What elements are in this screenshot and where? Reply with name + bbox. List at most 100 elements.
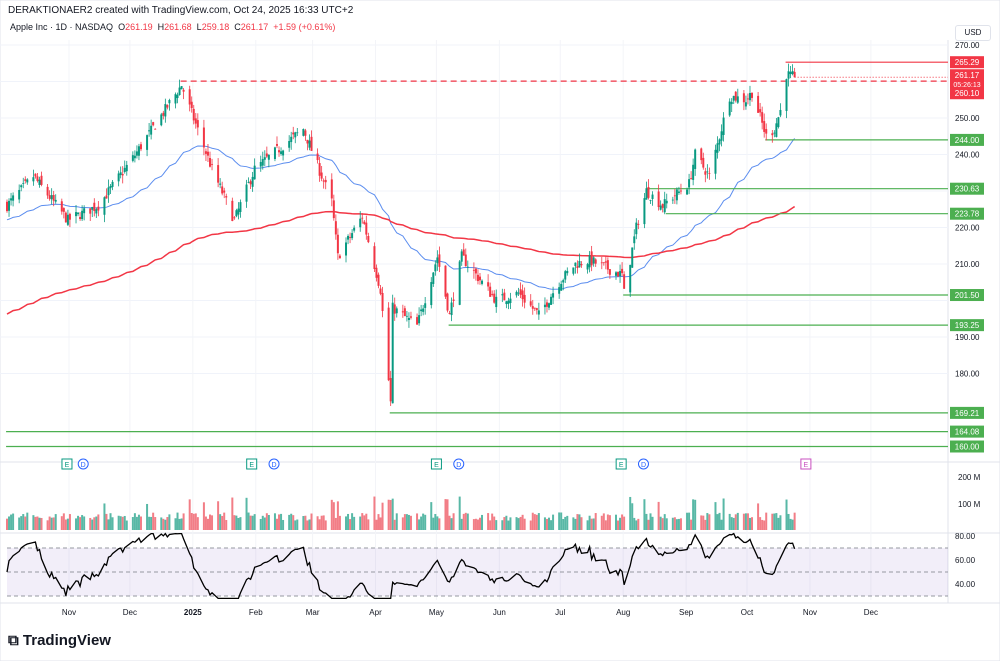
volume-bar [139, 516, 142, 530]
volume-bar [103, 503, 106, 530]
candle-body [48, 195, 51, 199]
candle-body [452, 299, 455, 301]
candle-body [629, 264, 632, 293]
close-value: 261.17 [240, 22, 269, 32]
volume-bar [20, 516, 23, 530]
volume-bar [566, 515, 569, 530]
volume-bar [235, 515, 238, 530]
candle-body [728, 101, 731, 116]
volume-bar [558, 512, 561, 530]
volume-bar [273, 513, 276, 530]
candle-body [493, 293, 496, 303]
candle-body [651, 194, 654, 199]
logo-text: TradingView [22, 632, 111, 649]
dividend-icon [77, 458, 89, 470]
volume-bar [779, 515, 782, 530]
volume-bar [531, 512, 534, 530]
candle-body [219, 183, 222, 185]
volume-bar [26, 512, 29, 530]
volume-bar [345, 516, 348, 530]
level-label: 193.25 [955, 321, 980, 330]
volume-bar [438, 518, 441, 530]
candle-body [438, 254, 441, 267]
volume-bar [775, 513, 778, 530]
candle-body [679, 190, 682, 192]
volume-bar [594, 513, 597, 530]
volume-bar [50, 517, 53, 530]
symbol-name[interactable]: Apple Inc · 1D · NASDAQ [10, 22, 114, 32]
candle-body [403, 308, 406, 317]
candle-body [233, 217, 236, 219]
dividend-icon [268, 458, 280, 470]
earnings-label: E [249, 462, 254, 469]
currency-button[interactable]: USD [955, 25, 991, 41]
candle-body [420, 309, 423, 312]
candle-body [263, 157, 266, 160]
candle-body [351, 233, 354, 239]
candle-body [464, 254, 467, 267]
candle-body [50, 195, 53, 200]
last-price-badge [950, 69, 984, 100]
candle-body [407, 317, 410, 321]
volume-bar [131, 517, 134, 530]
high-value: 261.68 [164, 22, 192, 32]
candle-body [409, 316, 412, 318]
volume-bar [761, 519, 764, 530]
earnings-icon [246, 458, 258, 470]
candle-body [137, 146, 140, 156]
candle-body [748, 92, 751, 101]
volume-bar [245, 497, 248, 530]
candle-body [235, 210, 238, 217]
volume-bar [791, 519, 794, 530]
volume-bar [700, 515, 703, 530]
candle-body [365, 222, 368, 235]
candle-body [292, 132, 295, 135]
volume-bar [304, 515, 307, 530]
candle-body [446, 293, 449, 311]
volume-bar [702, 515, 705, 530]
volume-bar [637, 518, 640, 530]
candle-body [237, 208, 240, 215]
candle-body [732, 95, 735, 101]
volume-bar [576, 514, 579, 530]
volume-bar [458, 496, 461, 530]
candle-body [448, 313, 451, 314]
candle-body [444, 265, 447, 297]
volume-bar [225, 519, 228, 530]
volume-bar [677, 518, 680, 530]
volume-bar [296, 519, 299, 530]
candle-body [174, 94, 177, 104]
volume-bar [785, 499, 788, 530]
candle-body [606, 260, 609, 270]
volume-bar [651, 516, 654, 530]
volume-bar [730, 517, 733, 530]
candle-body [677, 191, 680, 193]
candle-body [324, 179, 327, 183]
candle-body [718, 139, 721, 145]
volume-bar [316, 516, 319, 530]
volume-bar [728, 513, 731, 530]
volume-bar [543, 517, 546, 530]
candle-body [148, 130, 151, 132]
change-percent: (+0.61%) [298, 22, 336, 32]
candle-body [775, 123, 778, 137]
candle-body [645, 188, 648, 200]
candle-body [552, 293, 555, 298]
candle-body [548, 303, 551, 308]
volume-bar [192, 513, 195, 530]
candle-body [458, 261, 461, 305]
earnings-icon [430, 458, 442, 470]
volume-bar [533, 514, 536, 530]
candle-body [708, 173, 711, 174]
candle-body [62, 208, 65, 212]
volume-bar [123, 515, 126, 530]
volume-bar [545, 518, 548, 530]
candle-body [375, 267, 378, 278]
candle-body [259, 161, 262, 167]
candle-body [180, 86, 183, 90]
candle-body [424, 303, 427, 308]
candle-body [103, 197, 106, 215]
volume-bar [679, 518, 682, 530]
candle-body [505, 301, 508, 305]
